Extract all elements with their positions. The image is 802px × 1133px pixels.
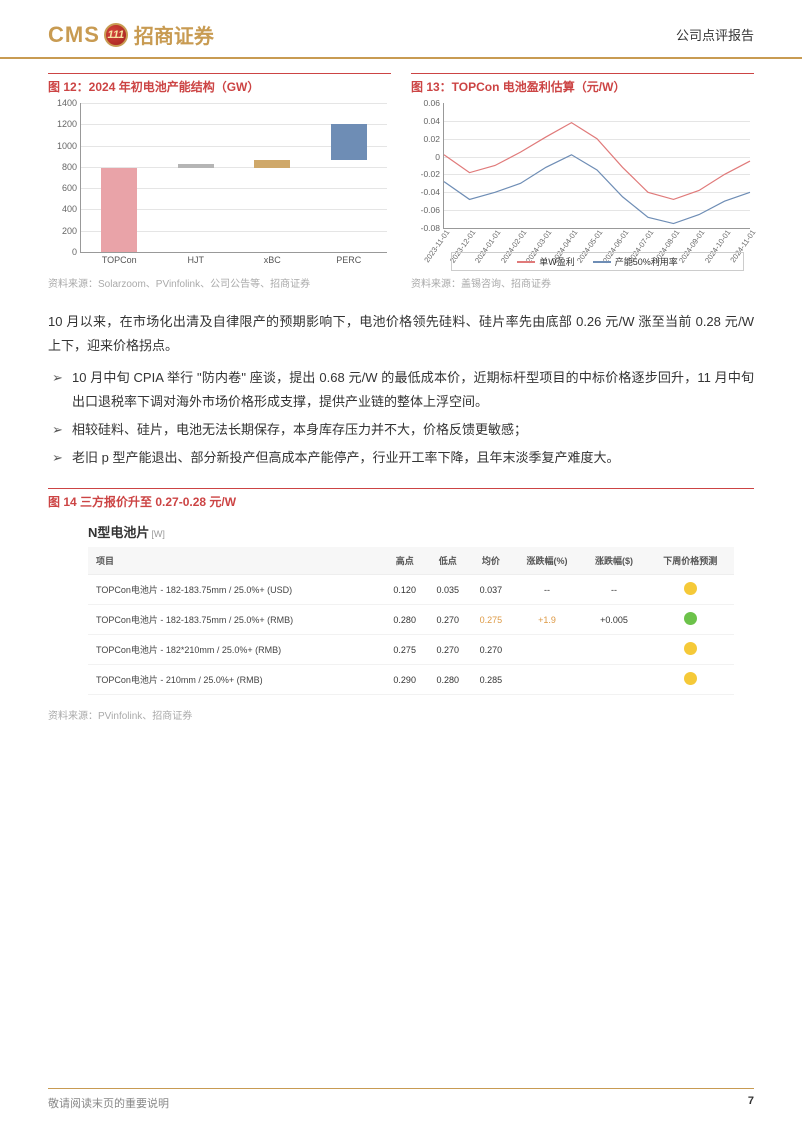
fig13-legend: 单W盈利 产能50%利用率 — [451, 252, 744, 271]
table-cell — [512, 635, 581, 665]
ytick: -0.06 — [421, 205, 440, 215]
forecast-icon — [684, 582, 697, 595]
fig14-table-heading: N型电池片[W] — [88, 522, 734, 541]
fig14-title: 图 14 三方报价升至 0.27-0.28 元/W — [48, 488, 754, 510]
table-cell: 0.035 — [426, 575, 469, 605]
table-cell: 0.290 — [383, 665, 426, 695]
ytick: 0 — [72, 247, 77, 257]
fig14-table-wrap: N型电池片[W] 项目高点低点均价涨跌幅(%)涨跌幅($)下周价格预测TOPCo… — [48, 518, 754, 703]
charts-row: 图 12：2024 年初电池产能结构（GW） 0 200 400 600 800 1000… — [48, 73, 754, 290]
bar — [178, 164, 214, 168]
bar — [254, 160, 290, 167]
fig12-source: 资料来源：Solarzoom、PVinfolink、公司公告等、招商证券 — [48, 275, 391, 290]
table-cell: +1.9 — [512, 605, 581, 635]
table-cell — [512, 665, 581, 695]
table-cell: 0.270 — [426, 635, 469, 665]
footer-note: 敬请阅读末页的重要说明 — [48, 1095, 169, 1111]
table-row: TOPCon电池片 - 182-183.75mm / 25.0%+ (RMB)0… — [88, 605, 734, 635]
table-cell: 0.037 — [469, 575, 512, 605]
table-header: 低点 — [426, 547, 469, 575]
legend-item: 产能50%利用率 — [593, 255, 678, 268]
table-cell: +0.005 — [582, 605, 647, 635]
table-cell: 0.270 — [469, 635, 512, 665]
fig13-chart: -0.08-0.06-0.04-0.0200.020.040.062023-11… — [411, 101, 754, 271]
table-header: 涨跌幅(%) — [512, 547, 581, 575]
ytick: 200 — [62, 226, 77, 236]
ytick: -0.04 — [421, 187, 440, 197]
ytick: 1400 — [57, 98, 77, 108]
bar-label: xBC — [242, 255, 302, 265]
table-row: TOPCon电池片 - 182*210mm / 25.0%+ (RMB)0.27… — [88, 635, 734, 665]
fig13-source: 资料来源：盖锡咨询、招商证券 — [411, 275, 754, 290]
content: 图 12：2024 年初电池产能结构（GW） 0 200 400 600 800 1000… — [0, 59, 802, 722]
ytick: 400 — [62, 204, 77, 214]
table-cell — [582, 665, 647, 695]
table-header: 高点 — [383, 547, 426, 575]
fig12-title: 图 12：2024 年初电池产能结构（GW） — [48, 73, 391, 95]
table-cell: TOPCon电池片 - 182*210mm / 25.0%+ (RMB) — [88, 635, 383, 665]
table-cell: -- — [512, 575, 581, 605]
intro-text: 10 月以来，在市场化出清及自律限产的预期影响下，电池价格领先硅料、硅片率先由底… — [48, 310, 754, 358]
table-header: 下周价格预测 — [646, 547, 734, 575]
fig12: 图 12：2024 年初电池产能结构（GW） 0 200 400 600 800 1000… — [48, 73, 391, 290]
bar — [101, 168, 137, 252]
table-cell: TOPCon电池片 - 210mm / 25.0%+ (RMB) — [88, 665, 383, 695]
footer: 敬请阅读末页的重要说明 7 — [48, 1088, 754, 1111]
forecast-icon — [684, 672, 697, 685]
ytick: -0.08 — [421, 223, 440, 233]
table-cell — [582, 635, 647, 665]
ytick: 1200 — [57, 119, 77, 129]
ytick: -0.02 — [421, 169, 440, 179]
bullet-item: 10 月中旬 CPIA 举行 "防内卷" 座谈，提出 0.68 元/W 的最低成… — [72, 366, 754, 414]
page-header: CMS 111 招商证券 公司点评报告 — [0, 0, 802, 59]
ytick: 0.06 — [423, 98, 440, 108]
ytick: 800 — [62, 162, 77, 172]
ytick: 0.04 — [423, 116, 440, 126]
table-header: 均价 — [469, 547, 512, 575]
bar-label: PERC — [319, 255, 379, 265]
legend-item: 单W盈利 — [517, 255, 575, 268]
ytick: 0 — [435, 152, 440, 162]
table-cell: 0.280 — [383, 605, 426, 635]
table-cell: -- — [582, 575, 647, 605]
table-cell: 0.270 — [426, 605, 469, 635]
fig12-chart: 0 200 400 600 800 1000 1200 1400 TOPCon HJT xBC PER… — [48, 101, 391, 271]
table-cell: 0.285 — [469, 665, 512, 695]
table-heading-text: N型电池片 — [88, 525, 149, 540]
ytick: 1000 — [57, 141, 77, 151]
bar-label: TOPCon — [89, 255, 149, 265]
logo-cn: 招商证券 — [134, 20, 214, 49]
doc-type: 公司点评报告 — [676, 25, 754, 44]
table-cell: TOPCon电池片 - 182-183.75mm / 25.0%+ (USD) — [88, 575, 383, 605]
bullet-item: 老旧 p 型产能退出、部分新投产但高成本产能停产，行业开工率下降，且年末淡季复产… — [72, 446, 754, 470]
table-cell: 0.275 — [383, 635, 426, 665]
bullet-item: 相较硅料、硅片，电池无法长期保存，本身库存压力并不大，价格反馈更敏感； — [72, 418, 754, 442]
table-row: TOPCon电池片 - 210mm / 25.0%+ (RMB)0.2900.2… — [88, 665, 734, 695]
table-header: 项目 — [88, 547, 383, 575]
table-heading-unit: [W] — [151, 529, 165, 539]
table-cell: 0.275 — [469, 605, 512, 635]
bar — [331, 124, 367, 160]
ytick: 600 — [62, 183, 77, 193]
ytick: 0.02 — [423, 134, 440, 144]
forecast-icon — [684, 642, 697, 655]
table-cell: 0.120 — [383, 575, 426, 605]
logo: CMS 111 招商证券 — [48, 20, 214, 49]
price-table: 项目高点低点均价涨跌幅(%)涨跌幅($)下周价格预测TOPCon电池片 - 18… — [88, 547, 734, 695]
bullet-list: 10 月中旬 CPIA 举行 "防内卷" 座谈，提出 0.68 元/W 的最低成… — [48, 366, 754, 470]
page-number: 7 — [748, 1095, 754, 1111]
table-row: TOPCon电池片 - 182-183.75mm / 25.0%+ (USD)0… — [88, 575, 734, 605]
forecast-icon — [684, 612, 697, 625]
logo-badge: 111 — [104, 23, 128, 47]
table-cell: 0.280 — [426, 665, 469, 695]
fig14-source: 资料来源：PVinfolink、招商证券 — [48, 707, 754, 722]
bar-label: HJT — [166, 255, 226, 265]
table-cell: TOPCon电池片 - 182-183.75mm / 25.0%+ (RMB) — [88, 605, 383, 635]
logo-en: CMS — [48, 22, 100, 48]
table-header: 涨跌幅($) — [582, 547, 647, 575]
fig13: 图 13：TOPCon 电池盈利估算（元/W） -0.08 -0.06 -0.04 -… — [411, 73, 754, 290]
fig13-title: 图 13：TOPCon 电池盈利估算（元/W） — [411, 73, 754, 95]
